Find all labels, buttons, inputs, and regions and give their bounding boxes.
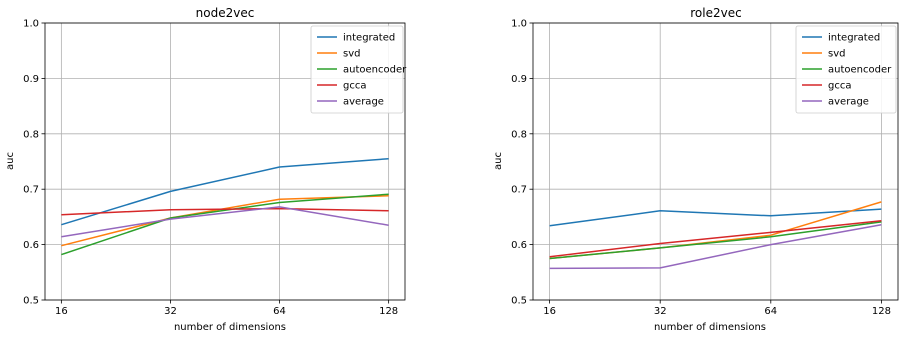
legend-label-integrated: integrated xyxy=(343,33,395,44)
y-tick-label: 0.9 xyxy=(511,74,527,85)
legend-label-autoencoder: autoencoder xyxy=(343,65,407,76)
x-tick-label: 128 xyxy=(872,306,891,317)
chart-node2vec: node2vec number of dimensions auc 16 32 64… xyxy=(5,6,407,333)
legend-label-autoencoder: autoencoder xyxy=(828,65,892,76)
legend-label-integrated: integrated xyxy=(828,33,880,44)
series-line-autoencoder xyxy=(61,193,389,256)
y-tick-label: 0.8 xyxy=(23,129,39,140)
y-axis-label: auc xyxy=(493,152,504,170)
chart-title: role2vec xyxy=(690,6,741,20)
chart-title: node2vec xyxy=(196,6,255,20)
y-tick-label: 0.6 xyxy=(23,240,39,251)
legend-label-svd: svd xyxy=(828,49,845,60)
y-tick-label: 0.9 xyxy=(23,74,39,85)
y-axis-label: auc xyxy=(5,152,16,170)
y-tick-label: 0.6 xyxy=(511,240,527,251)
series-line-gcca xyxy=(61,207,389,216)
y-tick-label: 0.7 xyxy=(511,185,527,196)
plot-frame xyxy=(532,22,899,301)
series-line-integrated xyxy=(61,157,389,226)
series-line-gcca xyxy=(549,220,882,258)
series-line-average xyxy=(549,223,882,270)
legend-label-gcca: gcca xyxy=(343,81,366,92)
legend: integrated svd autoencoder gcca average xyxy=(795,25,897,114)
x-axis-label: number of dimensions xyxy=(174,322,286,333)
y-tick-label: 1.0 xyxy=(23,19,39,30)
x-axis-label: number of dimensions xyxy=(654,322,766,333)
series-line-svd xyxy=(549,201,882,260)
series-line-average xyxy=(61,206,389,238)
legend-box xyxy=(795,25,897,114)
x-tick-label: 64 xyxy=(273,306,286,317)
chart-role2vec: role2vec number of dimensions auc 16 32 64… xyxy=(493,6,899,333)
y-tick-label: 1.0 xyxy=(511,19,527,30)
series-line-autoencoder xyxy=(549,221,882,260)
x-tick-label: 32 xyxy=(654,306,667,317)
y-tick-label: 0.8 xyxy=(511,129,527,140)
legend-label-gcca: gcca xyxy=(828,81,851,92)
legend-box xyxy=(310,25,404,114)
legend-label-svd: svd xyxy=(343,49,360,60)
x-tick-label: 32 xyxy=(164,306,177,317)
y-tick-label: 0.5 xyxy=(511,296,527,307)
x-tick-label: 16 xyxy=(543,306,556,317)
x-tick-label: 64 xyxy=(764,306,777,317)
legend-label-average: average xyxy=(828,97,869,108)
plot-frame xyxy=(44,22,406,301)
legend-label-average: average xyxy=(343,97,384,108)
legend: integrated svd autoencoder gcca average xyxy=(310,25,407,114)
x-tick-label: 128 xyxy=(379,306,398,317)
y-tick-label: 0.7 xyxy=(23,185,39,196)
y-tick-label: 0.5 xyxy=(23,296,39,307)
series-line-integrated xyxy=(549,208,882,227)
x-tick-label: 16 xyxy=(55,306,68,317)
